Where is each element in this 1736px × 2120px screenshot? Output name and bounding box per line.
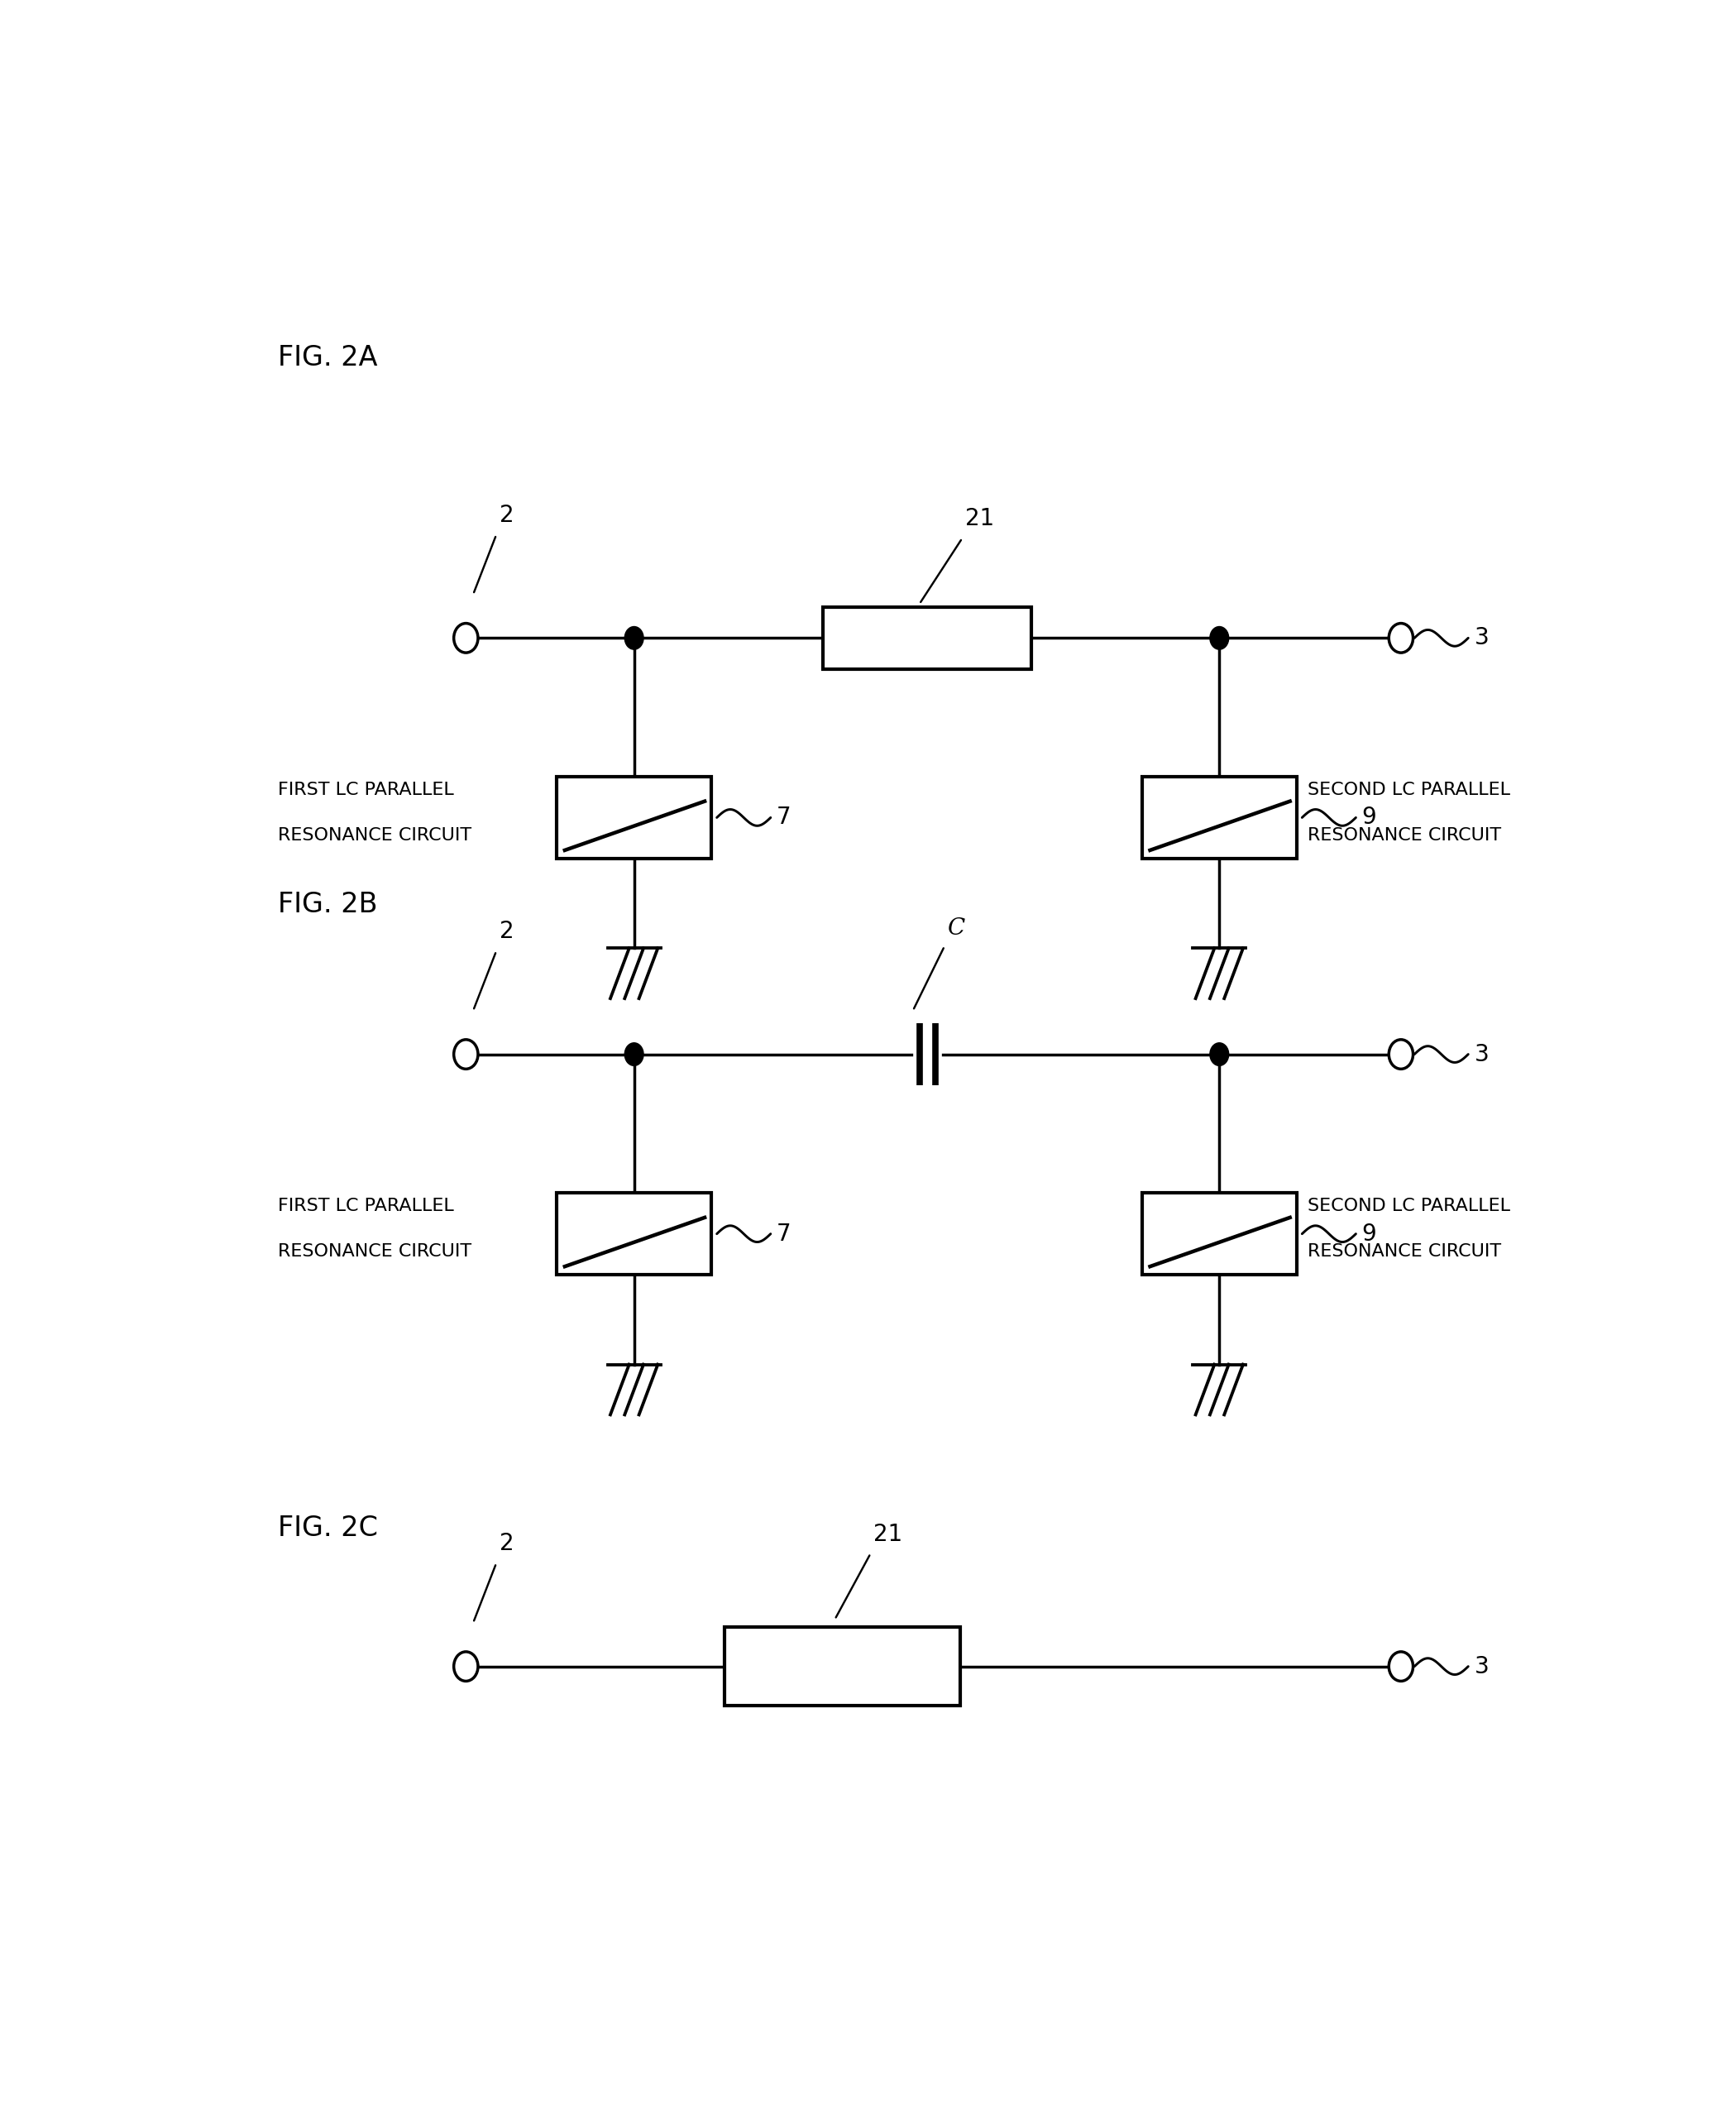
Bar xyxy=(1142,1194,1297,1274)
Text: SECOND LC PARALLEL: SECOND LC PARALLEL xyxy=(1307,1198,1510,1215)
Circle shape xyxy=(1389,623,1413,653)
Text: FIG. 2A: FIG. 2A xyxy=(278,343,377,371)
Text: FIG. 2B: FIG. 2B xyxy=(278,890,377,918)
Bar xyxy=(726,1628,960,1707)
Circle shape xyxy=(453,623,477,653)
Text: 2: 2 xyxy=(500,505,514,528)
Text: 3: 3 xyxy=(1476,1043,1489,1066)
Bar xyxy=(557,1194,712,1274)
Circle shape xyxy=(1210,1043,1229,1066)
Text: FIRST LC PARALLEL: FIRST LC PARALLEL xyxy=(278,1198,453,1215)
Text: RESONANCE CIRCUIT: RESONANCE CIRCUIT xyxy=(278,827,470,844)
Text: 21: 21 xyxy=(965,507,995,530)
Circle shape xyxy=(453,1651,477,1681)
Text: 3: 3 xyxy=(1476,1656,1489,1679)
Circle shape xyxy=(453,1039,477,1068)
Text: SECOND LC PARALLEL: SECOND LC PARALLEL xyxy=(1307,782,1510,797)
Text: 7: 7 xyxy=(776,806,790,829)
Text: RESONANCE CIRCUIT: RESONANCE CIRCUIT xyxy=(1307,1244,1502,1259)
Text: 3: 3 xyxy=(1476,625,1489,649)
Bar xyxy=(823,606,1031,670)
Bar xyxy=(1142,776,1297,859)
Text: 21: 21 xyxy=(873,1522,903,1545)
Text: 9: 9 xyxy=(1361,1223,1377,1244)
Text: 9: 9 xyxy=(1361,806,1377,829)
Text: FIRST LC PARALLEL: FIRST LC PARALLEL xyxy=(278,782,453,797)
Circle shape xyxy=(1210,628,1229,649)
Circle shape xyxy=(1389,1039,1413,1068)
Circle shape xyxy=(625,628,644,649)
Circle shape xyxy=(1389,1651,1413,1681)
Text: RESONANCE CIRCUIT: RESONANCE CIRCUIT xyxy=(1307,827,1502,844)
Text: 7: 7 xyxy=(776,1223,790,1244)
Text: C: C xyxy=(948,918,965,939)
Bar xyxy=(557,776,712,859)
Text: RESONANCE CIRCUIT: RESONANCE CIRCUIT xyxy=(278,1244,470,1259)
Text: FIG. 2C: FIG. 2C xyxy=(278,1514,377,1541)
Circle shape xyxy=(625,1043,644,1066)
Text: 2: 2 xyxy=(500,1533,514,1556)
Text: 2: 2 xyxy=(500,920,514,943)
